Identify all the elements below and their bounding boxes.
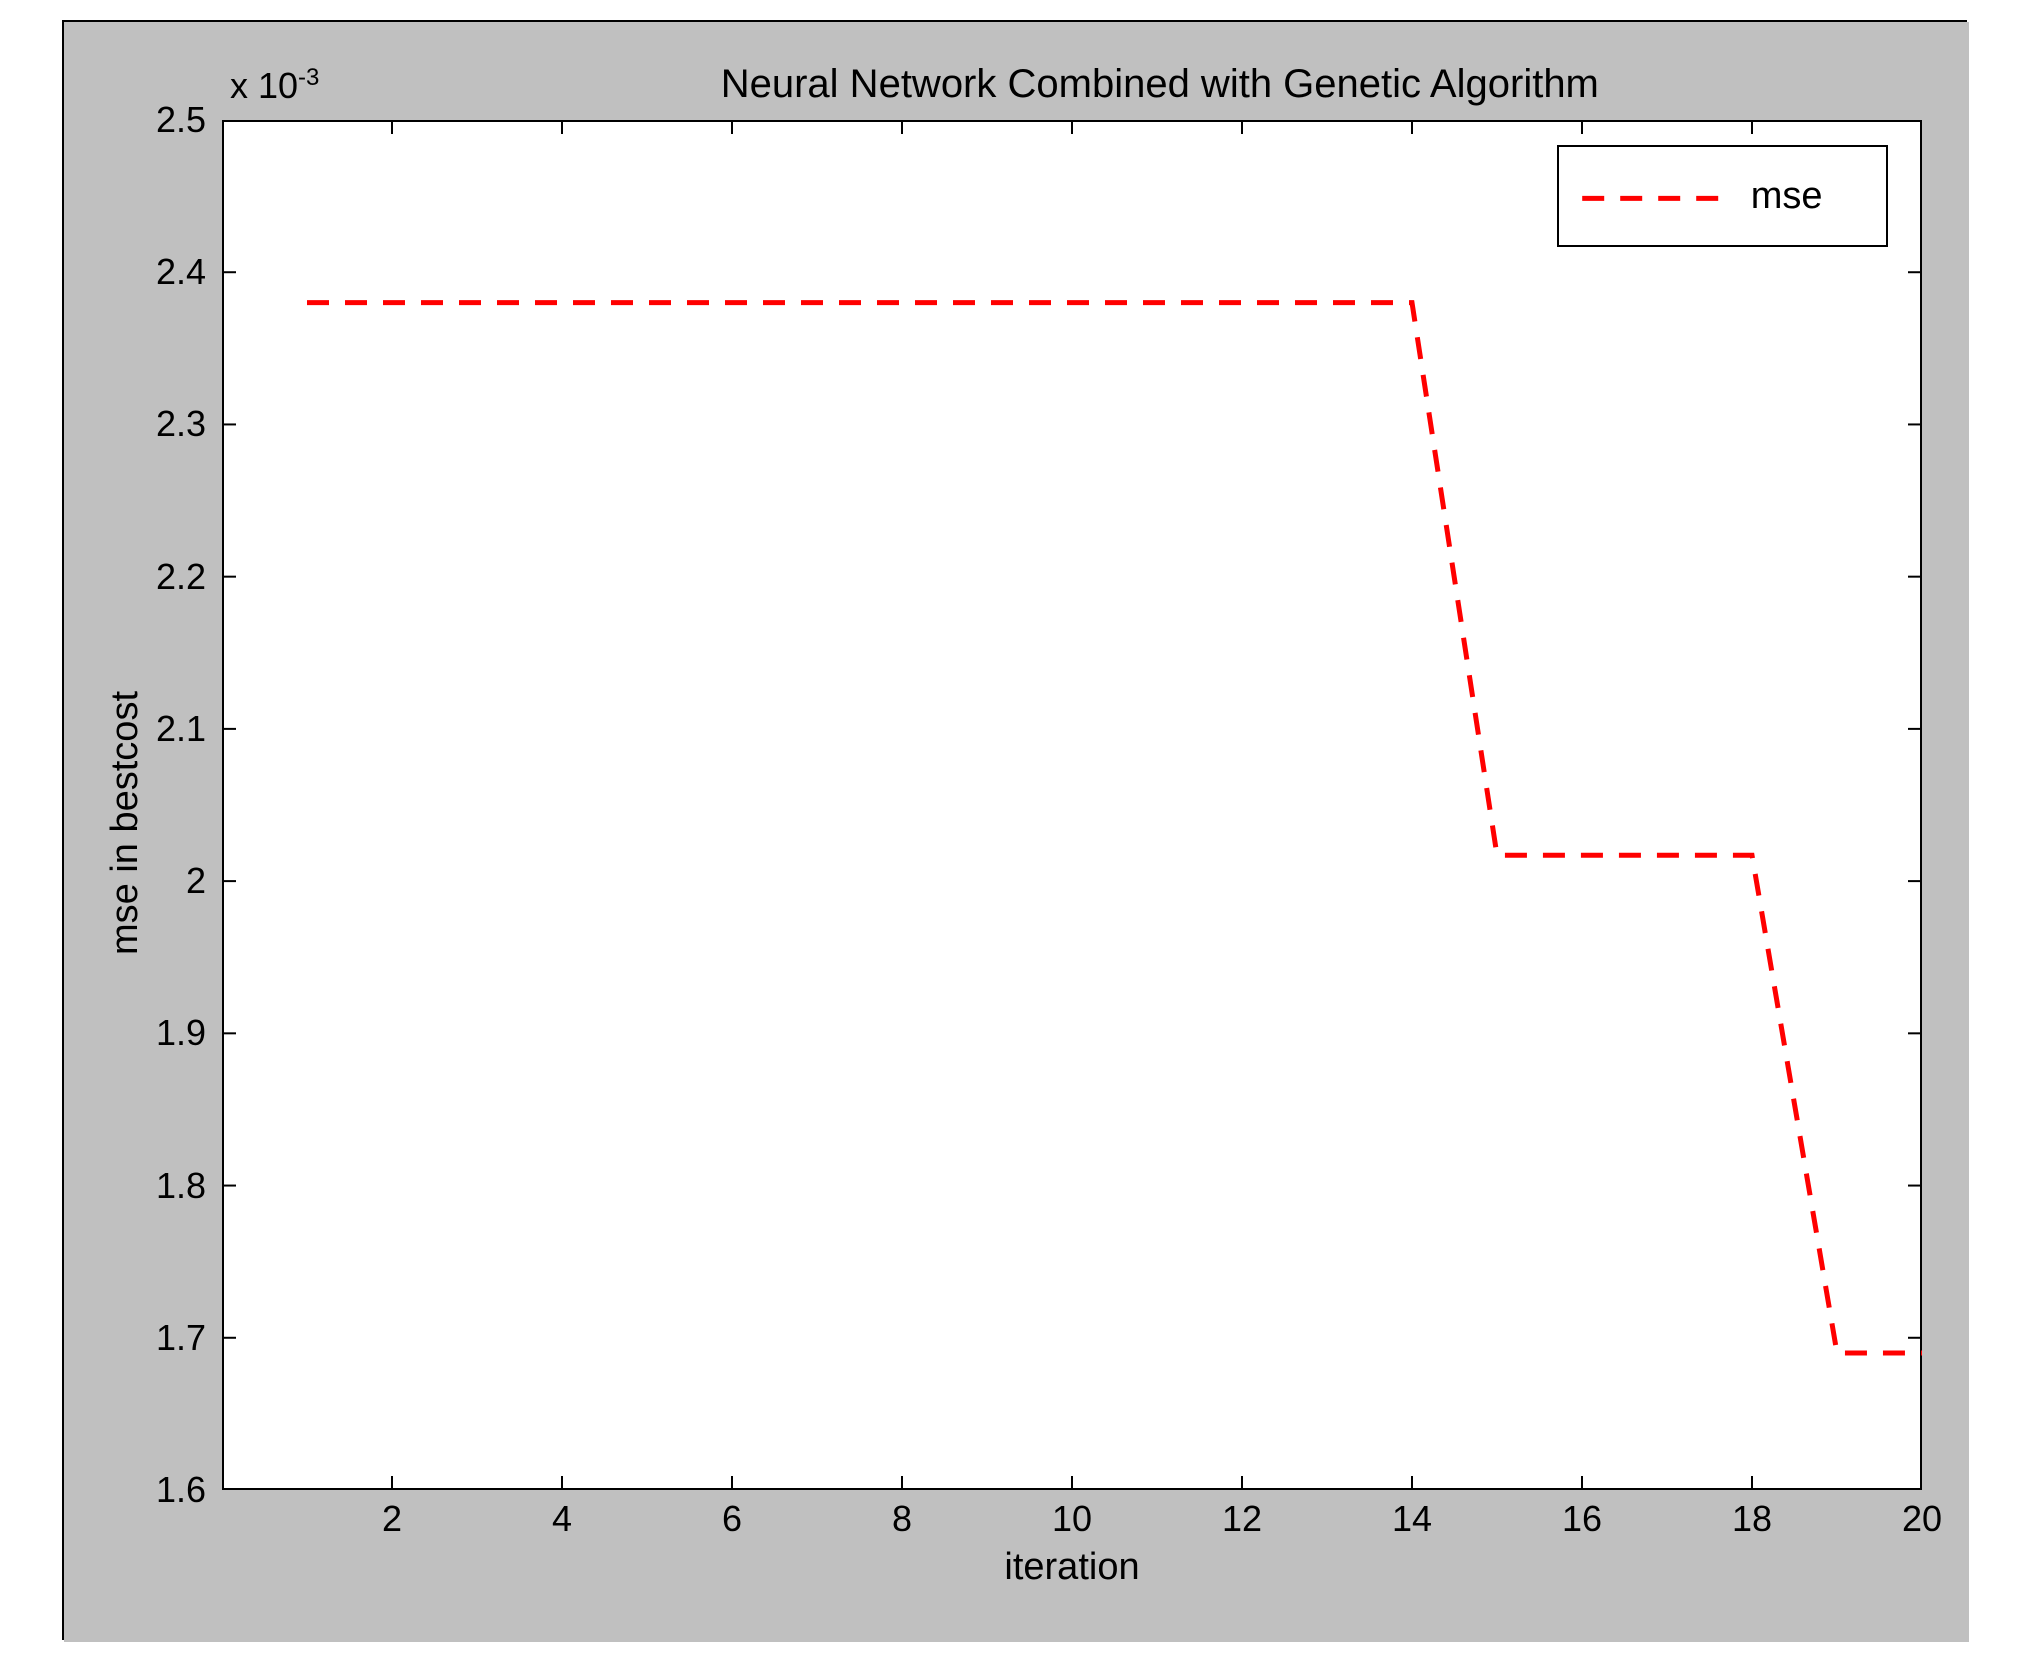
x-tick-label: 14 (1392, 1498, 1432, 1540)
chart-title: Neural Network Combined with Genetic Alg… (721, 62, 1599, 107)
figure-frame: Neural Network Combined with Genetic Alg… (62, 20, 1967, 1640)
axes-svg (222, 120, 1922, 1490)
x-tick-label: 18 (1732, 1498, 1772, 1540)
y-tick-label: 2.4 (156, 251, 206, 293)
figure-window: Neural Network Combined with Genetic Alg… (0, 0, 2029, 1660)
x-tick-label: 20 (1902, 1498, 1942, 1540)
y-tick-label: 2.1 (156, 708, 206, 750)
x-tick-label: 10 (1052, 1498, 1092, 1540)
x-tick-label: 2 (382, 1498, 402, 1540)
x-tick-label: 16 (1562, 1498, 1602, 1540)
y-tick-label: 1.9 (156, 1012, 206, 1054)
y-tick-label: 2.2 (156, 556, 206, 598)
legend-label: mse (1751, 175, 1823, 218)
x-axis-label: iteration (1004, 1546, 1139, 1589)
legend: mse (1557, 145, 1889, 248)
y-tick-label: 2.3 (156, 403, 206, 445)
y-tick-label: 1.8 (156, 1165, 206, 1207)
legend-line-sample (1559, 147, 1891, 250)
exp-value: -3 (298, 64, 319, 91)
y-axis-label: mse in bestcost (104, 691, 147, 955)
x-tick-label: 12 (1222, 1498, 1262, 1540)
y-tick-label: 2 (186, 860, 206, 902)
y-tick-label: 1.6 (156, 1469, 206, 1511)
y-axis-exponent-label: x 10-3 (230, 64, 319, 107)
y-tick-label: 1.7 (156, 1317, 206, 1359)
exp-prefix: x 10 (230, 65, 298, 106)
x-tick-label: 4 (552, 1498, 572, 1540)
x-tick-label: 6 (722, 1498, 742, 1540)
plot-axes: mse (222, 120, 1922, 1490)
x-tick-label: 8 (892, 1498, 912, 1540)
y-tick-label: 2.5 (156, 99, 206, 141)
